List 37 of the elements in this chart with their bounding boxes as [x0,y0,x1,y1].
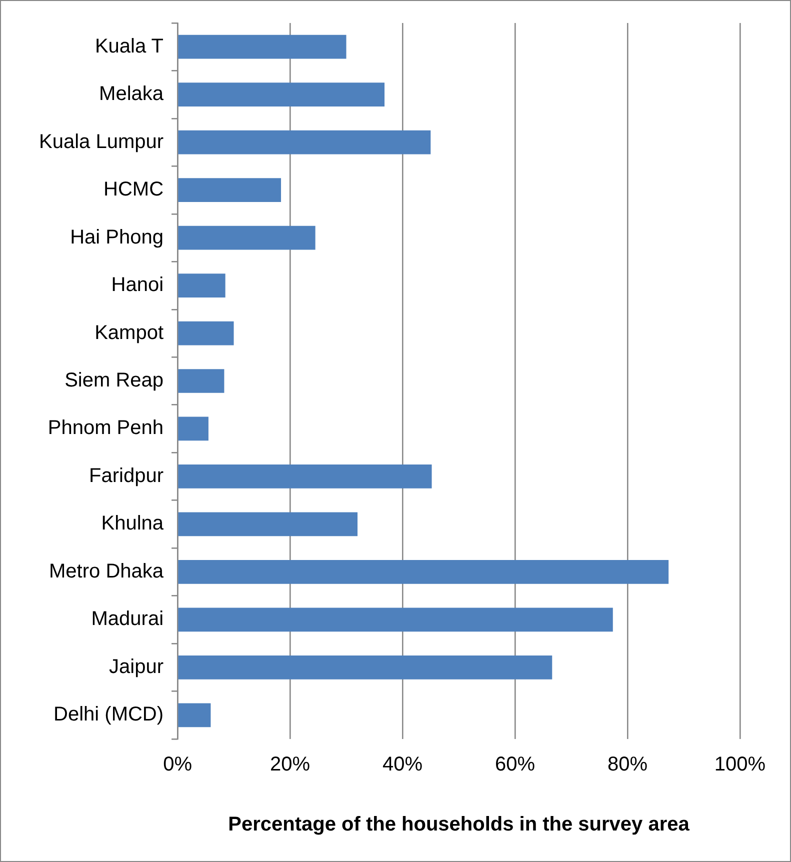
x-tick-label: 100% [714,754,766,776]
bar [178,655,552,680]
bar [178,178,282,202]
bar [178,369,224,393]
x-tick-label: 80% [607,754,648,776]
bar [178,321,234,346]
bar [178,608,613,632]
bar [178,34,346,59]
y-tick-label: Delhi (MCD) [54,704,164,726]
bar [178,274,226,298]
bar [178,416,208,441]
y-tick-label: Hanoi [111,274,164,296]
bar [178,464,432,488]
x-tick-label: 20% [270,754,310,776]
y-tick-label: Melaka [99,83,164,106]
bar [178,560,669,584]
x-tick-label: 60% [494,754,536,776]
y-tick-label: Jaipur [109,656,164,678]
bar [178,82,385,107]
bar [178,226,316,250]
y-tick-label: Khulna [101,512,164,535]
y-tick-label: Faridpur [89,464,164,487]
y-tick-label: Kuala Lumpur [38,130,164,153]
y-tick-label: Kampot [94,322,164,344]
bar [178,703,211,728]
y-tick-label: Hai Phong [70,226,164,248]
bar [178,512,358,536]
y-tick-label: Madurai [91,608,164,630]
bar [178,130,431,154]
x-tick-label: 0% [163,754,192,776]
y-tick-label: Kuala T [94,35,164,58]
y-tick-label: HCMC [104,178,164,201]
y-tick-label: Siem Reap [64,370,164,392]
x-axis-title: Percentage of the households in the survey area [228,814,690,836]
y-tick-label: Phnom Penh [48,417,164,440]
y-tick-label: Metro Dhaka [49,560,164,582]
x-tick-label: 40% [382,754,423,776]
